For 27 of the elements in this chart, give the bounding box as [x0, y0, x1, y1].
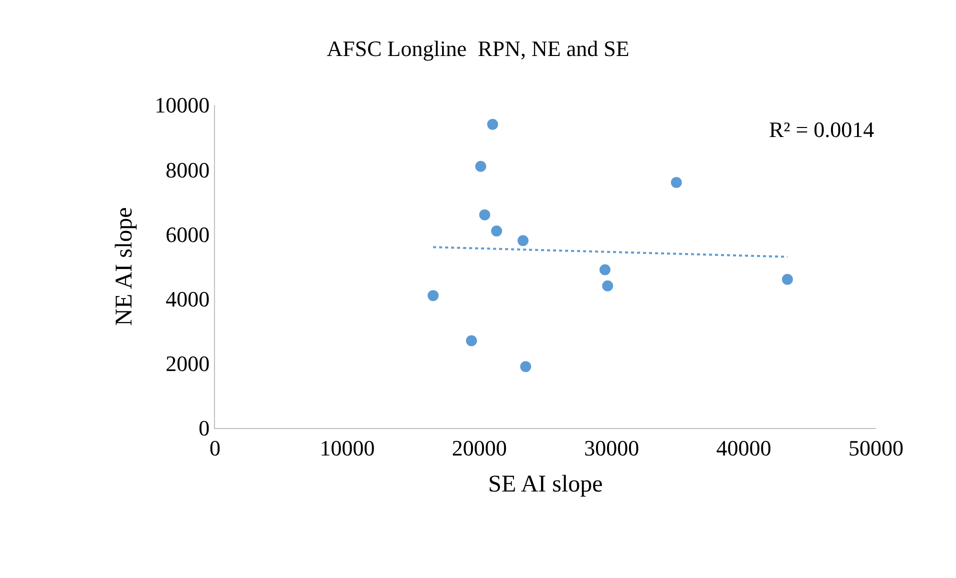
y-tick-label: 8000 — [166, 157, 210, 182]
x-tick-label: 10000 — [320, 435, 375, 460]
point — [599, 264, 610, 276]
y-tick-label: 10000 — [154, 92, 210, 118]
point — [479, 209, 490, 220]
x-tick-label: 40000 — [716, 435, 772, 460]
annotation: R² = 0.0014 — [769, 117, 874, 142]
point — [518, 235, 529, 246]
point — [520, 361, 532, 372]
y-tick-label: 2000 — [166, 351, 210, 376]
y-tick-label: 6000 — [166, 222, 210, 247]
point — [475, 160, 486, 172]
point — [602, 280, 614, 292]
point — [670, 177, 682, 188]
chart-title: AFSC Longline RPN, NE and SE — [326, 36, 630, 61]
point — [491, 225, 502, 236]
y-tick-label: 0 — [198, 416, 210, 441]
x-axis-title: SE AI slope — [488, 472, 603, 498]
point — [428, 290, 439, 302]
x-tick-label: 50000 — [848, 435, 904, 460]
x-tick-label: 30000 — [584, 435, 640, 460]
point — [466, 335, 477, 346]
y-tick-label: 4000 — [166, 286, 210, 312]
point — [487, 118, 498, 130]
point — [782, 274, 793, 285]
y-axis-title: NE AI slope — [112, 207, 138, 326]
x-tick-label: 20000 — [452, 435, 507, 460]
